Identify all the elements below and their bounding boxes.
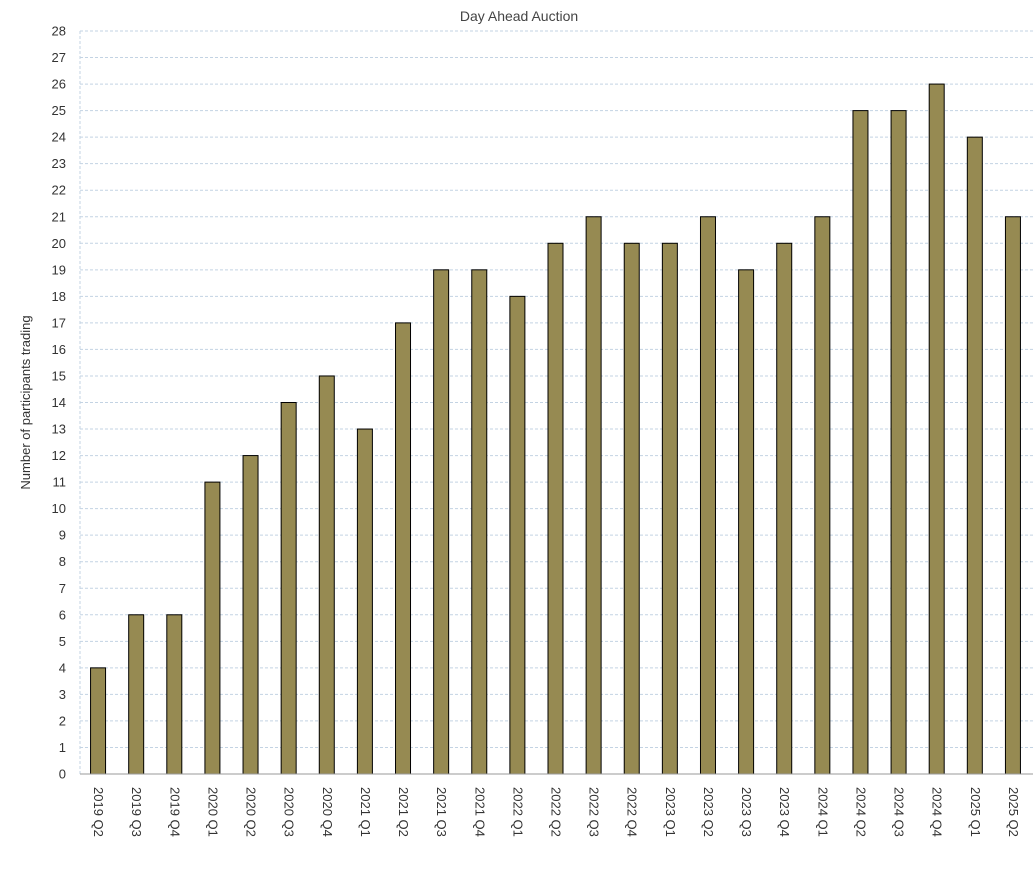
- y-tick-label: 12: [52, 448, 66, 463]
- bar: [395, 322, 412, 775]
- x-tick-label: 2024 Q4: [930, 787, 945, 837]
- x-tick-label: 2022 Q1: [510, 787, 525, 837]
- x-tick-label: 2023 Q4: [777, 787, 792, 837]
- bar: [1004, 216, 1021, 775]
- x-tick-label: 2020 Q4: [320, 787, 335, 837]
- y-tick-label: 26: [52, 77, 66, 92]
- x-tick-label: 2022 Q4: [625, 787, 640, 837]
- bar: [471, 269, 488, 775]
- x-tick-label: 2019 Q4: [167, 787, 182, 837]
- bar: [90, 667, 107, 775]
- x-tick-label: 2021 Q2: [396, 787, 411, 837]
- bar: [890, 110, 907, 775]
- y-tick-label: 22: [52, 183, 66, 198]
- x-tick-label: 2023 Q1: [663, 787, 678, 837]
- y-tick-label: 28: [52, 24, 66, 39]
- x-tick-label: 2021 Q4: [472, 787, 487, 837]
- x-tick-label: 2025 Q2: [1006, 787, 1021, 837]
- y-tick-label: 10: [52, 501, 66, 516]
- y-tick-label: 1: [59, 740, 66, 755]
- y-tick-label: 25: [52, 103, 66, 118]
- bar: [204, 481, 221, 775]
- chart-title: Day Ahead Auction: [460, 8, 578, 24]
- y-tick-label: 18: [52, 289, 66, 304]
- x-tick-label: 2019 Q3: [129, 787, 144, 837]
- y-tick-label: 19: [52, 262, 66, 277]
- x-tick-label: 2023 Q3: [739, 787, 754, 837]
- y-tick-label: 23: [52, 156, 66, 171]
- y-tick-label: 4: [59, 660, 66, 675]
- bar: [166, 614, 183, 775]
- y-tick-label: 16: [52, 342, 66, 357]
- x-tick-label: 2019 Q2: [91, 787, 106, 837]
- y-tick-label: 0: [59, 767, 66, 782]
- bar: [318, 375, 335, 775]
- bar: [966, 136, 983, 775]
- x-axis-ticks: 2019 Q2 2019 Q3 2019 Q4 2020 Q1 2020 Q2 2020 …: [91, 787, 1021, 837]
- bar: [242, 455, 259, 775]
- y-tick-label: 6: [59, 607, 66, 622]
- y-tick-label: 15: [52, 368, 66, 383]
- bar: [547, 242, 564, 775]
- y-tick-label: 8: [59, 554, 66, 569]
- x-tick-label: 2021 Q1: [358, 787, 373, 837]
- bar: [852, 110, 869, 775]
- y-tick-label: 7: [59, 581, 66, 596]
- y-tick-label: 5: [59, 634, 66, 649]
- y-tick-label: 17: [52, 315, 66, 330]
- bar: [509, 295, 526, 775]
- bar: [699, 216, 716, 775]
- bar: [928, 83, 945, 775]
- x-tick-label: 2020 Q1: [205, 787, 220, 837]
- bar: [661, 242, 678, 775]
- x-tick-label: 2024 Q3: [892, 787, 907, 837]
- bar-series: [90, 83, 1021, 775]
- y-axis-ticks: 0123456789101112131415161718192021222324…: [52, 24, 66, 782]
- y-tick-label: 3: [59, 687, 66, 702]
- y-tick-label: 11: [53, 475, 67, 490]
- bar: [738, 269, 755, 775]
- y-tick-label: 27: [52, 50, 66, 65]
- bar: [776, 242, 793, 775]
- bar: [585, 216, 602, 775]
- bar: [814, 216, 831, 775]
- x-tick-label: 2025 Q1: [968, 787, 983, 837]
- x-tick-label: 2022 Q3: [587, 787, 602, 837]
- x-tick-label: 2023 Q2: [701, 787, 716, 837]
- bar: [433, 269, 450, 775]
- x-tick-label: 2021 Q3: [434, 787, 449, 837]
- y-tick-label: 13: [52, 422, 66, 437]
- x-tick-label: 2022 Q2: [549, 787, 564, 837]
- bar: [356, 428, 373, 775]
- y-tick-label: 2: [59, 713, 66, 728]
- x-tick-label: 2020 Q3: [282, 787, 297, 837]
- x-tick-label: 2020 Q2: [244, 787, 259, 837]
- x-tick-label: 2024 Q2: [853, 787, 868, 837]
- y-axis-label: Number of participants trading: [18, 315, 33, 489]
- y-tick-label: 24: [52, 130, 66, 145]
- x-tick-label: 2024 Q1: [815, 787, 830, 837]
- y-tick-label: 21: [52, 209, 66, 224]
- y-tick-label: 20: [52, 236, 66, 251]
- y-tick-label: 14: [52, 395, 66, 410]
- y-tick-label: 9: [59, 528, 66, 543]
- bar: [128, 614, 145, 775]
- bar: [280, 402, 297, 775]
- bar: [623, 242, 640, 775]
